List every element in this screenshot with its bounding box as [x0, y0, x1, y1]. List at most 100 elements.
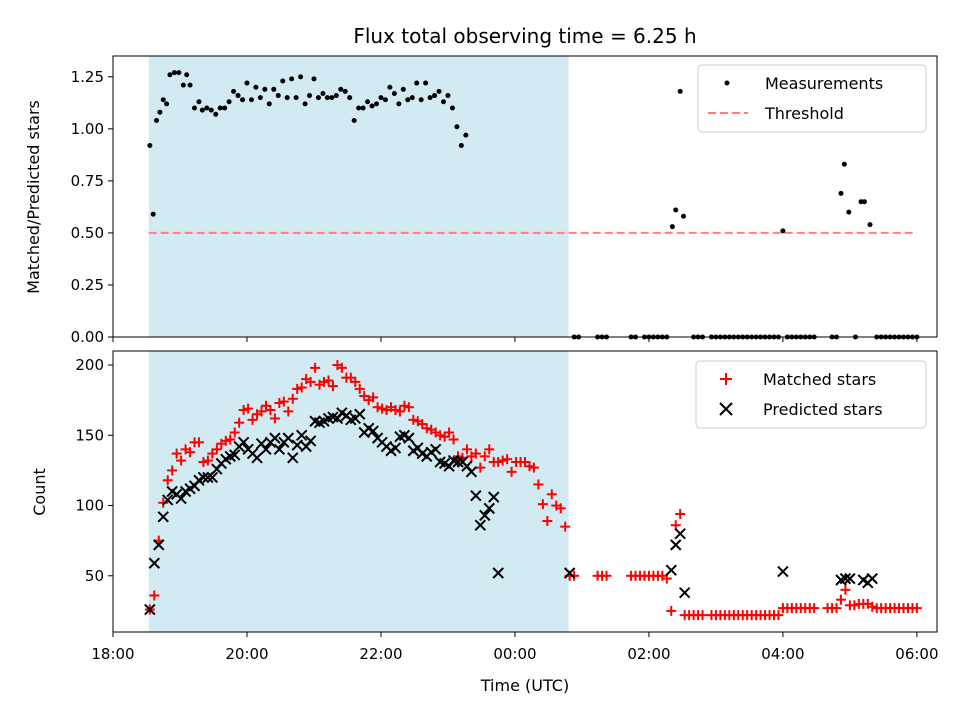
measurement-point-13: [196, 99, 202, 105]
predicted-point-79: [563, 567, 576, 579]
predicted-point-76: [483, 502, 495, 515]
measurement-point-39: [311, 76, 317, 82]
measurement-point-69: [445, 93, 451, 99]
measurement-point-62: [414, 80, 420, 86]
measurement-point-27: [257, 95, 263, 101]
matched-point-144: [840, 584, 851, 595]
matched-point-56: [394, 406, 405, 417]
matched-point-12: [198, 456, 209, 467]
predicted-point-82: [674, 527, 686, 540]
measurement-point-80: [841, 161, 847, 167]
measurement-point-48: [351, 118, 357, 124]
top-ticks: 0.00 0.25 0.50 0.75 1.00 1.25: [71, 68, 918, 346]
matched-point-108: [666, 605, 677, 616]
measurement-point-18: [217, 105, 223, 111]
matched-point-40: [323, 375, 334, 386]
y-tick-label-4: 1.00: [71, 120, 104, 138]
matched-point-52: [377, 403, 388, 414]
matched-point-23: [247, 414, 258, 425]
predicted-point-14: [206, 471, 219, 484]
matched-point-33: [292, 383, 303, 394]
legend-measurements-label: Measurements: [765, 74, 883, 93]
matched-point-21: [238, 405, 249, 416]
measurement-point-12: [192, 105, 198, 111]
measurement-point-16: [208, 107, 214, 113]
predicted-point-2: [153, 539, 165, 551]
matched-point-160: [911, 603, 922, 614]
measurement-point-83: [861, 199, 867, 205]
legend-matched-marker: [720, 373, 732, 385]
measurement-point-72: [458, 143, 464, 149]
matched-point-27: [265, 405, 276, 416]
measurement-point-75: [673, 207, 679, 213]
matched-point-57: [399, 400, 410, 411]
top-ylabel: Matched/Predicted stars: [24, 100, 43, 294]
bottom-ylabel: Count: [30, 468, 49, 516]
predicted-point-32: [287, 452, 299, 464]
x-tick-label-1: 20:00: [225, 645, 268, 663]
predicted-point-0: [144, 603, 156, 616]
matched-point-92: [555, 503, 566, 514]
bottom-predicted-points: [144, 407, 878, 616]
matched-point-18: [225, 434, 236, 445]
top-legend-box: [697, 64, 927, 133]
matched-point-5: [167, 465, 178, 476]
measurement-point-67: [436, 88, 442, 94]
measurement-point-33: [284, 95, 290, 101]
matched-point-150: [867, 601, 878, 612]
matched-point-47: [354, 383, 365, 394]
matched-point-9: [185, 447, 196, 458]
predicted-point-34: [295, 429, 308, 442]
matched-point-6: [171, 448, 182, 459]
matched-point-41: [327, 381, 338, 392]
predicted-point-26: [260, 443, 272, 456]
bottom-legend-box: [695, 360, 927, 429]
predicted-point-87: [844, 572, 856, 585]
predicted-point-90: [866, 572, 878, 585]
matched-point-78: [493, 456, 504, 467]
measurement-point-35: [293, 95, 299, 101]
measurement-point-20: [226, 99, 232, 105]
predicted-point-73: [470, 490, 482, 502]
matched-point-32: [287, 393, 298, 404]
matched-point-59: [408, 414, 419, 425]
measurement-point-28: [262, 86, 268, 92]
measurement-point-31: [275, 93, 281, 99]
matched-point-85: [524, 461, 535, 472]
predicted-point-19: [228, 449, 241, 461]
matched-point-81: [506, 466, 517, 477]
matched-point-31: [283, 406, 294, 417]
legend-measurements-marker: [724, 80, 730, 86]
measurement-point-50: [360, 105, 366, 111]
bottom-panel: 18:00 20:00 22:00 00:00 02:00 04:00 06:00 50 100…: [30, 350, 939, 695]
predicted-point-78: [492, 567, 504, 579]
matched-point-17: [220, 435, 231, 446]
bottom-axes-frame: [112, 350, 938, 633]
measurement-point-2: [154, 118, 160, 124]
measurement-point-7: [171, 70, 177, 76]
y-tick-label-1: 100: [75, 497, 104, 515]
matched-point-76: [484, 444, 495, 455]
measurement-point-66: [432, 93, 438, 99]
predicted-point-58: [403, 432, 415, 444]
measurement-point-46: [342, 88, 348, 94]
measurement-point-77: [681, 213, 687, 219]
measurement-point-19: [222, 105, 228, 111]
predicted-point-4: [162, 494, 174, 506]
y-tick-label-0: 0.00: [71, 328, 104, 346]
predicted-point-64: [429, 443, 442, 456]
measurement-point-30: [271, 86, 277, 92]
matched-point-30: [278, 396, 289, 407]
matched-point-139: [809, 603, 820, 614]
predicted-point-75: [479, 509, 491, 522]
measurement-point-41: [320, 90, 326, 96]
matched-point-51: [372, 402, 383, 413]
matched-point-39: [319, 376, 330, 387]
matched-point-142: [831, 603, 842, 614]
matched-point-28: [269, 413, 280, 424]
matched-point-20: [234, 417, 245, 428]
measurement-point-64: [423, 80, 429, 86]
top-axes-frame: [112, 55, 938, 338]
predicted-point-21: [237, 436, 250, 449]
matched-point-86: [528, 462, 539, 473]
